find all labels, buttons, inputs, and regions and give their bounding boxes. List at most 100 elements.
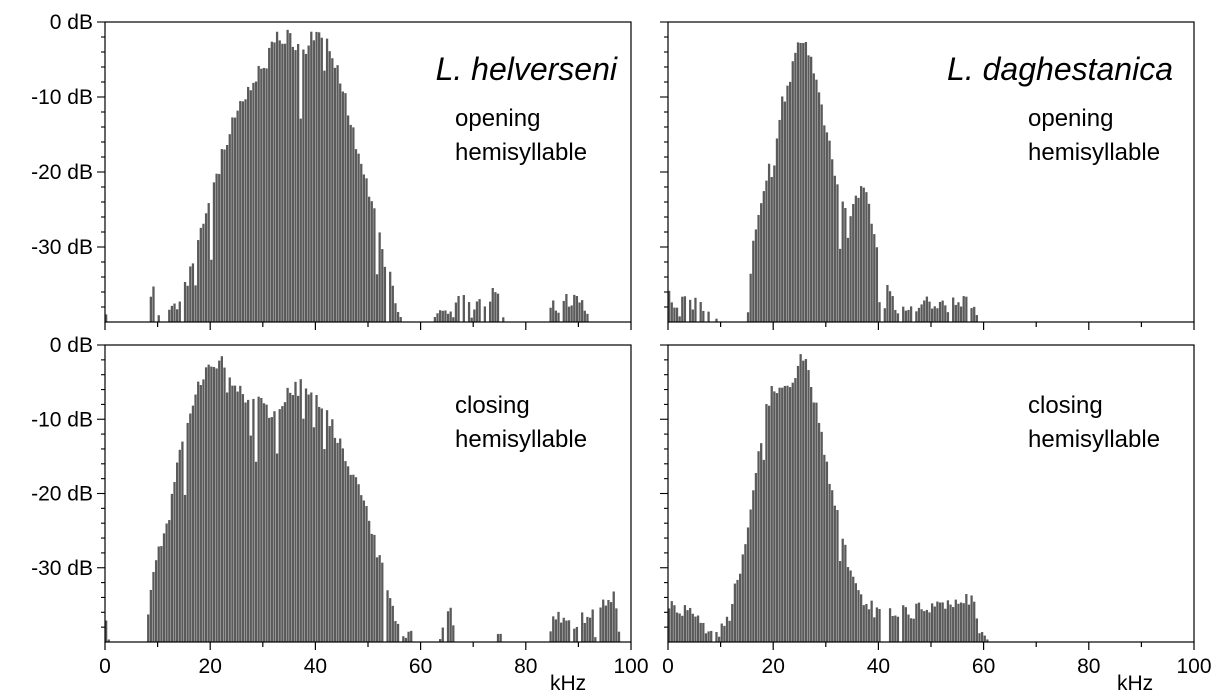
spectrum-bar [215, 368, 218, 642]
spectrum-bar [754, 229, 758, 322]
x-tick-label: 60 [409, 655, 432, 678]
spectrum-bar [933, 306, 936, 322]
spectrum-bar [191, 405, 195, 642]
spectrum-bar [773, 391, 776, 642]
spectrum-bar [186, 285, 189, 322]
spectrum-bar [728, 620, 731, 642]
spectrum-bar [586, 313, 589, 322]
spectrum-bar [902, 306, 905, 322]
spectrum-bar [883, 308, 886, 322]
spectrum-bar [391, 605, 394, 642]
spectrum-bar [586, 616, 589, 642]
spectrum-bar [702, 622, 705, 642]
panel-label-line1: opening [1028, 105, 1113, 132]
spectrum-bar [570, 305, 573, 322]
spectrum-bar [441, 627, 444, 642]
spectrum-bar [170, 305, 174, 322]
spectrum-bar [794, 52, 797, 323]
spectrum-bar [239, 385, 242, 642]
spectrum-bar [549, 307, 552, 322]
spectrum-bar [609, 602, 613, 642]
spectrum-bar [278, 40, 281, 322]
spectrum-bar [160, 546, 163, 642]
spectrum-bar [931, 308, 934, 322]
spectrum-bar [204, 367, 208, 642]
spectrum-bar [852, 576, 855, 642]
spectrum-bar [828, 483, 831, 642]
spectrum-bar [165, 523, 168, 642]
spectrum-bar [375, 557, 379, 642]
spectrum-bar [315, 31, 318, 323]
spectrum-bar [286, 29, 289, 322]
spectrum-bar [549, 631, 552, 642]
spectrum-bar [567, 306, 571, 322]
spectrum-bar [346, 466, 350, 642]
spectrum-bar [781, 96, 784, 322]
spectrum-bar [257, 65, 260, 322]
spectrum-bar [938, 602, 942, 642]
spectrum-bar [967, 604, 971, 642]
spectrum-bar [983, 635, 986, 642]
panel-helverseni-opening: 0 dB -10 dB -20 dB -30 dB L. helverseni ope… [31, 11, 632, 330]
spectrum-bar [717, 636, 721, 642]
spectrum-bar [807, 55, 810, 323]
spectrum-bar [212, 367, 216, 642]
spectrum-bar [599, 607, 602, 642]
spectrum-bar [781, 387, 784, 642]
spectrum-bar [567, 620, 571, 642]
spectrum-bar [252, 82, 255, 323]
spectrum-bar [952, 607, 955, 642]
spectrum-bar [265, 68, 268, 322]
spectrum-bar [815, 79, 818, 323]
spectrum-bar [802, 43, 805, 322]
spectrum-bar [841, 538, 844, 642]
spectrum-bar [333, 437, 337, 642]
spectrum-bar [296, 43, 300, 323]
spectrum-bar [310, 31, 313, 322]
spectrum-bar [973, 601, 976, 642]
spectrum-bar [444, 310, 447, 322]
spectrum-bar [202, 223, 205, 322]
spectrum-bar [368, 520, 371, 642]
x-unit-label-right: kHz [1117, 672, 1153, 692]
spectrum-bar [668, 290, 671, 322]
spectrum-bar [941, 602, 944, 642]
spectrum-bar [583, 310, 586, 322]
spectrum-bar [578, 302, 581, 322]
spectrum-bar [925, 296, 929, 322]
spectrum-bar [307, 394, 310, 642]
spectrum-bar [854, 195, 858, 322]
spectrum-bar [870, 600, 873, 642]
spectrum-bar [273, 411, 276, 642]
spectrum-bar [446, 313, 450, 322]
spectrum-bar [302, 418, 305, 642]
spectrum-bar [360, 495, 363, 642]
spectrum-bar [273, 42, 276, 323]
spectrum-bar [699, 302, 702, 322]
spectrum-bar [223, 149, 226, 322]
spectrum-bar [673, 307, 676, 322]
spectrum-bar [720, 623, 723, 642]
spectrum-bar [244, 402, 247, 642]
spectrum-bar [796, 42, 800, 322]
spectrum-bar [941, 300, 944, 322]
x-tick-label: 40 [867, 655, 890, 678]
spectrum-bar [354, 149, 358, 322]
spectrum-bar [888, 291, 892, 322]
spectrum-bar [331, 58, 334, 323]
spectrum-bar [220, 149, 223, 322]
spectrum-bar [581, 300, 584, 322]
spectrum-bar [183, 281, 187, 322]
spectrum-bar [407, 631, 410, 642]
spectrum-bar [286, 387, 289, 642]
spectrum-bar [739, 573, 742, 642]
spectrum-bar [339, 83, 342, 322]
spectrum-bar [915, 311, 918, 322]
spectrum-bar [844, 208, 847, 322]
spectrum-bar [791, 382, 794, 642]
spectrum-bar [302, 49, 305, 322]
x-tick-label: 0 [662, 655, 674, 678]
x-unit-label-left: kHz [550, 672, 586, 692]
spectrum-bar [723, 625, 726, 642]
spectrum-bar [357, 153, 360, 322]
